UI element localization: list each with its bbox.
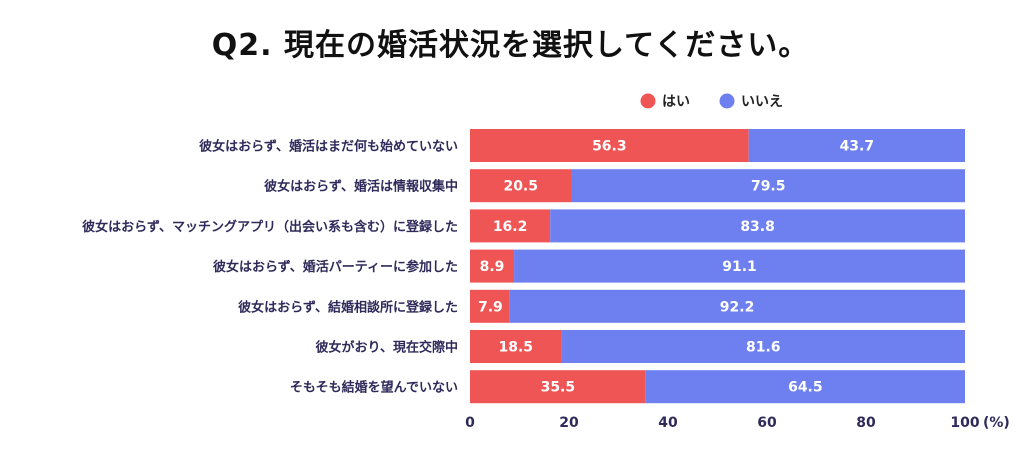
category-label-3: 彼女はおらず、婚活パーティーに参加した [213,259,458,275]
data-label-1-4: 92.2 [720,299,755,315]
x-tick-4: 80 [856,415,876,431]
bar-1-1 [571,169,965,203]
x-unit-label: (%) [983,415,1010,431]
data-label-0-6: 35.5 [541,380,576,396]
legend-label-0: はい [662,94,690,110]
data-label-1-1: 79.5 [751,179,786,195]
category-label-2: 彼女はおらず、マッチングアプリ（出会い系も含む）に登録した [82,219,458,235]
data-label-1-2: 83.8 [740,219,775,235]
x-tick-1: 20 [559,415,579,431]
x-tick-5: 100 [950,415,979,431]
data-label-0-5: 18.5 [499,340,534,356]
x-tick-2: 40 [658,415,678,431]
bar-0-6 [470,370,646,404]
category-label-5: 彼女がおり、現在交際中 [316,340,458,356]
bar-0-0 [470,129,749,162]
chart-title: Q2. 現在の婚活状況を選択してください。 [211,28,810,63]
data-label-0-4: 7.9 [478,299,503,315]
bar-0-5 [470,330,562,363]
category-label-4: 彼女はおらず、結婚相談所に登録した [238,299,458,315]
category-label-6: そもそも結婚を望んでいない [290,380,458,396]
x-tick-3: 60 [757,415,777,431]
bar-1-5 [561,330,965,363]
legend-label-1: いいえ [741,94,783,110]
data-label-0-2: 16.2 [493,219,528,235]
legend-marker-1 [719,93,735,109]
bar-1-0 [748,129,965,162]
bar-1-4 [509,289,965,323]
bar-0-4 [470,289,510,323]
data-label-0-3: 8.9 [480,259,505,275]
category-label-1: 彼女はおらず、婚活は情報収集中 [264,179,458,195]
legend-marker-0 [640,93,656,109]
bar-1-6 [645,370,965,404]
bar-0-3 [470,249,515,283]
data-label-1-5: 81.6 [746,340,781,356]
data-label-1-3: 91.1 [722,259,757,275]
bar-1-2 [550,209,965,243]
data-label-0-0: 56.3 [592,139,627,155]
bar-0-1 [470,169,572,203]
data-label-0-1: 20.5 [503,179,538,195]
category-label-0: 彼女はおらず、婚活はまだ何も始めていない [199,139,458,155]
x-tick-0: 0 [465,415,475,431]
data-label-1-6: 64.5 [788,380,823,396]
data-label-1-0: 43.7 [840,139,875,155]
bar-1-3 [514,249,965,283]
bar-0-2 [470,209,551,243]
